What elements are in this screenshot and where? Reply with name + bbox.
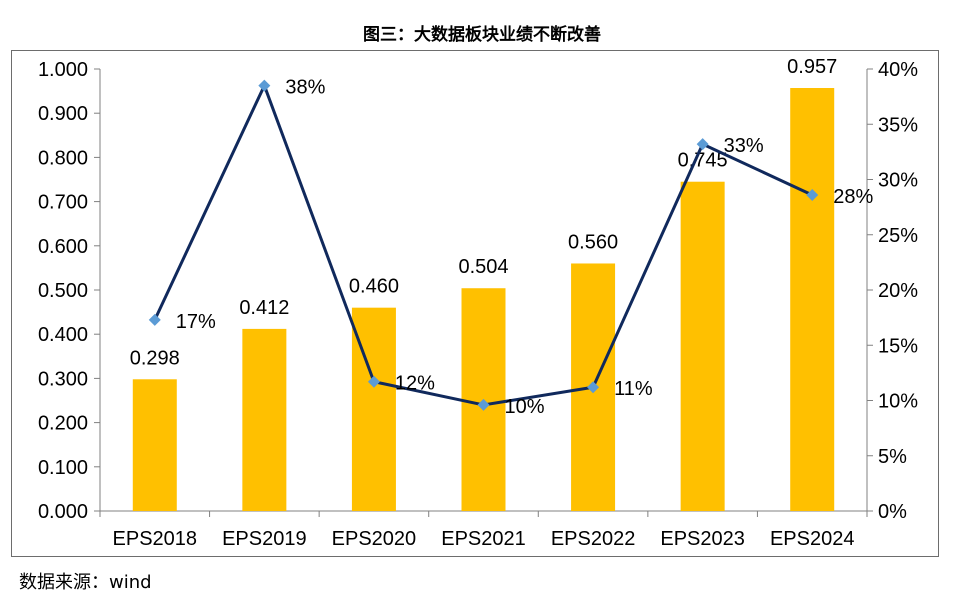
bar-data-label: 0.298 — [130, 347, 180, 369]
y-right-tick-label: 10% — [878, 391, 918, 413]
x-tick-label: EPS2021 — [441, 528, 526, 550]
bar — [242, 328, 287, 511]
x-tick-label: EPS2022 — [551, 528, 636, 550]
line-point-marker — [258, 79, 271, 92]
bar-labels: 0.298 0.412 0.460 0.504 0.560 0.745 0.957 — [130, 56, 837, 369]
line-data-label: 33% — [724, 135, 764, 157]
bar-data-label: 0.460 — [349, 276, 399, 298]
line-data-label: 28% — [833, 186, 873, 208]
bar-series — [132, 88, 835, 512]
y-right-tick-label: 0% — [878, 501, 907, 523]
source-note: 数据来源：wind — [19, 572, 152, 593]
chart-title: 图三：大数据板块业绩不断改善 — [363, 25, 601, 45]
line-labels: 17% 38% 12% 10% 11% 33% 28% — [176, 77, 874, 418]
y-left-tick-label: 0.600 — [38, 236, 88, 258]
y-left-tick-label: 0.700 — [38, 192, 88, 214]
y-right-tick-label: 35% — [878, 114, 918, 136]
chart-frame — [11, 50, 939, 557]
line-point-marker — [696, 138, 709, 151]
line-data-label: 12% — [395, 373, 435, 395]
y-right-tick-label: 5% — [878, 446, 907, 468]
bar-data-label: 0.745 — [678, 150, 728, 172]
bar-data-label: 0.560 — [568, 231, 618, 253]
bar-data-label: 0.504 — [458, 256, 508, 278]
x-tick-label: EPS2023 — [660, 528, 745, 550]
line-data-label: 10% — [505, 396, 545, 418]
y-right-tick-label: 40% — [878, 59, 918, 81]
y-left-tick-label: 0.500 — [38, 280, 88, 302]
line-point-marker — [148, 313, 161, 326]
y-left-tick-label: 1.000 — [38, 59, 88, 81]
bar-data-label: 0.412 — [239, 297, 289, 319]
bar-data-label: 0.957 — [787, 56, 837, 78]
y-left-tick-label: 0.400 — [38, 324, 88, 346]
line-point-marker — [477, 398, 490, 411]
y-left-tick-label: 0.200 — [38, 413, 88, 435]
line-point-marker — [367, 375, 380, 388]
bar — [132, 379, 177, 511]
line-data-label: 17% — [176, 311, 216, 333]
y-right-tick-label: 15% — [878, 335, 918, 357]
axes: 0.000 0.100 0.200 0.300 0.400 0.500 0.600 0.700… — [38, 59, 918, 550]
line-series — [148, 79, 819, 411]
line-point-marker — [806, 188, 819, 201]
bar — [680, 181, 725, 511]
x-tick-label: EPS2019 — [222, 528, 307, 550]
line-point-marker — [587, 381, 600, 394]
y-right-tick-label: 30% — [878, 170, 918, 192]
y-right-tick-label: 25% — [878, 225, 918, 247]
x-tick-label: EPS2018 — [113, 528, 198, 550]
y-left-tick-label: 0.900 — [38, 103, 88, 125]
line-data-label: 11% — [614, 378, 653, 400]
x-tick-label: EPS2020 — [332, 528, 417, 550]
bar — [790, 88, 835, 512]
y-left-tick-label: 0.800 — [38, 147, 88, 169]
x-tick-label: EPS2024 — [770, 528, 855, 550]
y-right-tick-label: 20% — [878, 280, 918, 302]
line-data-label: 38% — [285, 77, 325, 99]
y-left-tick-label: 0.000 — [38, 501, 88, 523]
y-left-tick-label: 0.300 — [38, 368, 88, 390]
y-left-tick-label: 0.100 — [38, 457, 88, 479]
